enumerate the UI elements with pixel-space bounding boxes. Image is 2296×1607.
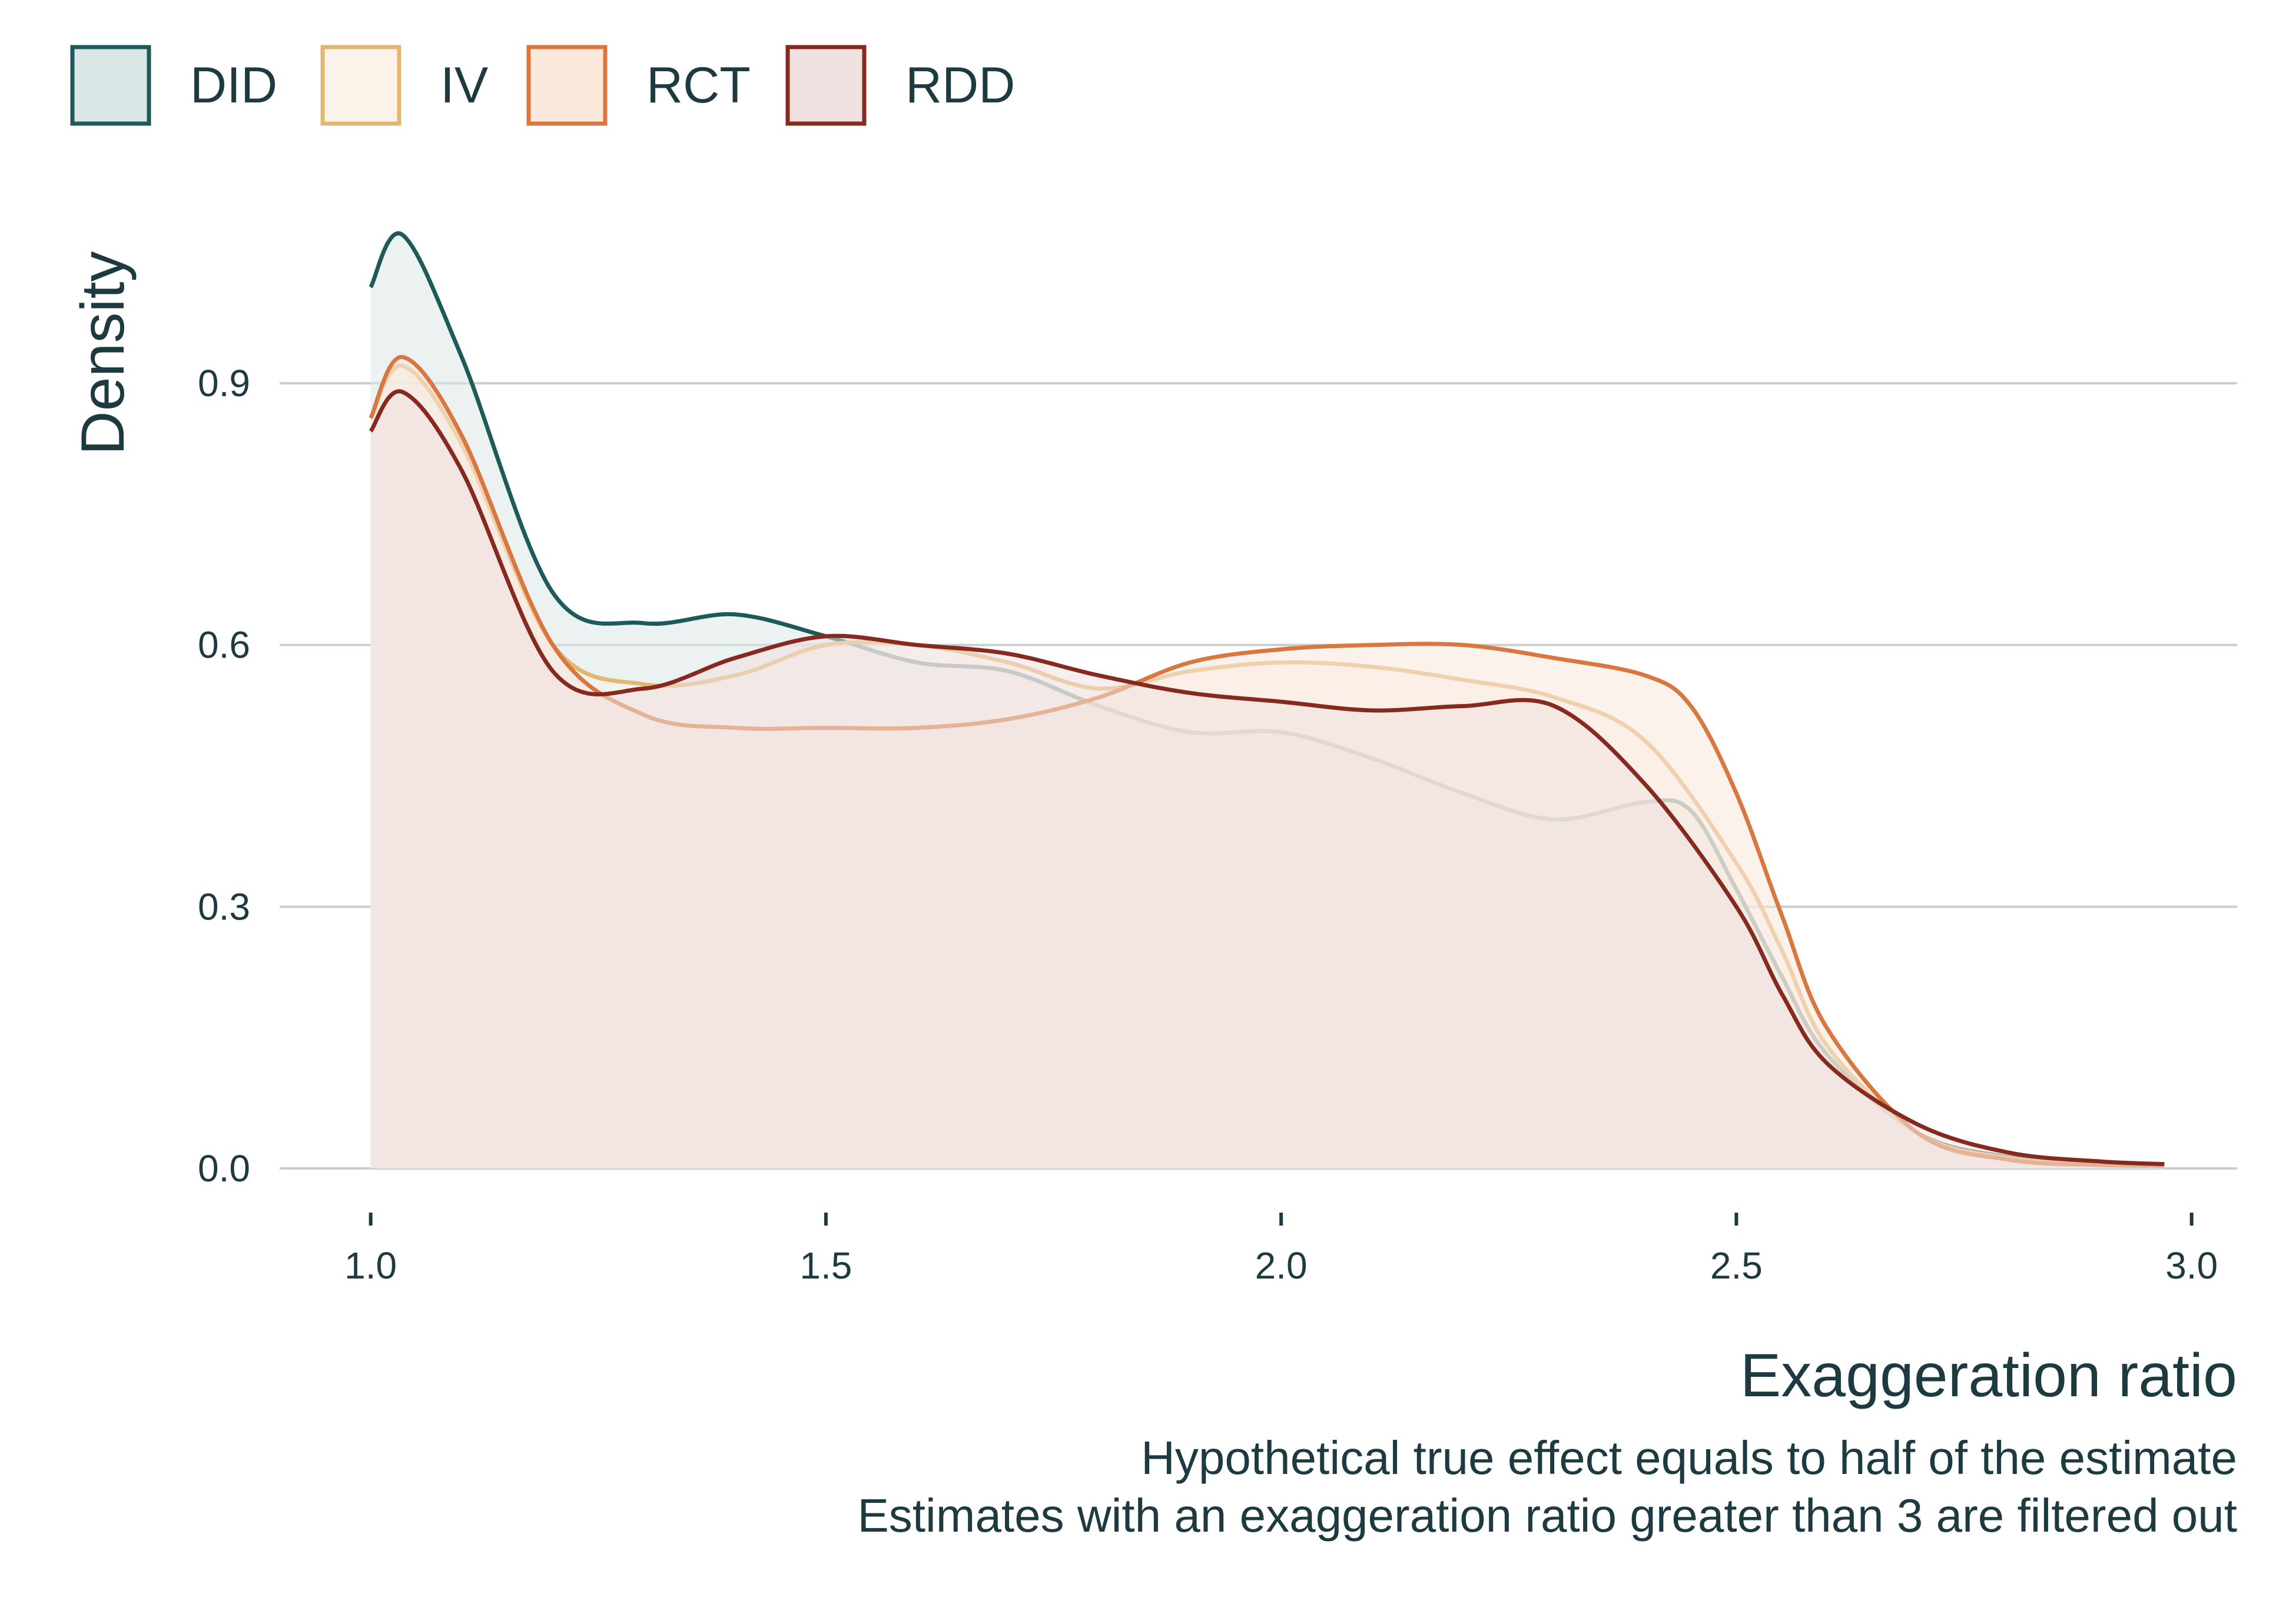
caption-line-2: Estimates with an exaggeration ratio gre… — [857, 1489, 2237, 1542]
y-axis-title: Density — [69, 251, 137, 456]
caption-line-1: Hypothetical true effect equals to half … — [1141, 1432, 2237, 1484]
axes: 0.0 0.3 0.6 0.9 1.0 1.5 2.0 2.5 3.0 — [198, 362, 2218, 1287]
x-tick-label: 1.0 — [344, 1244, 397, 1287]
x-tick-label: 3.0 — [2165, 1244, 2218, 1287]
legend-label-iv: IV — [440, 57, 488, 114]
x-tick-label: 2.0 — [1255, 1244, 1308, 1287]
x-axis-title: Exaggeration ratio — [1740, 1342, 2237, 1410]
y-tick-label: 0.3 — [198, 885, 250, 928]
y-tick-label: 0.6 — [198, 624, 250, 666]
x-tick-label: 2.5 — [1710, 1244, 1763, 1287]
area-rdd — [370, 391, 2165, 1169]
x-tick-label: 1.5 — [799, 1244, 852, 1287]
legend-swatch-did — [70, 45, 151, 126]
legend-swatch-rdd — [785, 45, 867, 126]
density-areas — [369, 231, 2165, 1169]
legend-swatch-iv — [320, 45, 402, 126]
legend-label-did: DID — [190, 57, 277, 114]
y-tick-label: 0.0 — [198, 1147, 250, 1190]
legend-swatch-rct — [526, 45, 608, 126]
legend: DID IV RCT RDD — [70, 45, 1015, 126]
y-tick-label: 0.9 — [198, 362, 250, 404]
line-rdd — [369, 389, 2165, 1167]
line-rct — [369, 355, 2165, 1168]
legend-label-rdd: RDD — [905, 57, 1015, 114]
legend-label-rct: RCT — [646, 57, 751, 114]
